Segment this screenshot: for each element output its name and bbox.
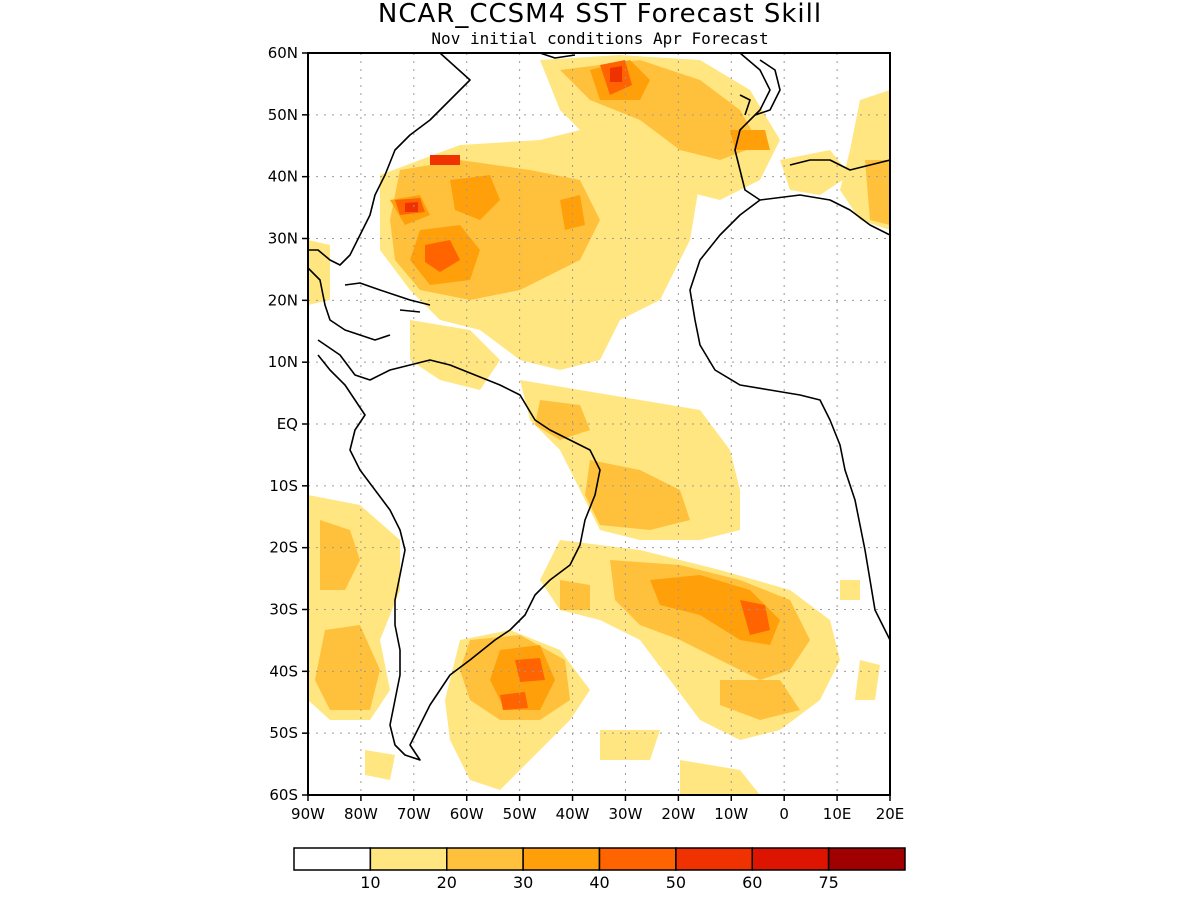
colorbar-swatch [827, 847, 906, 871]
chart-title: NCAR_CCSM4 SST Forecast Skill [378, 0, 822, 29]
skill-shading [308, 55, 890, 795]
latitude-ticks: 60N 50N 40N 30N 20N 10N EQ 10S 20S 30S 40S 50S 60S [268, 44, 308, 804]
coastlines [308, 53, 890, 761]
x-tick-label: 10W [714, 805, 748, 823]
x-tick-label: 20W [661, 805, 695, 823]
british-isles [739, 59, 781, 116]
x-tick-label: 10E [823, 805, 852, 823]
greenland-coast [539, 53, 576, 59]
colorbar-swatch [446, 847, 524, 871]
colorbar-label: 40 [589, 873, 609, 892]
colorbar-swatch [369, 847, 448, 871]
x-tick-label: 80W [344, 805, 378, 823]
y-tick-label: 40S [269, 662, 298, 680]
gulf-coast [308, 267, 391, 341]
chart-subtitle: Nov initial conditions Apr Forecast [431, 29, 768, 48]
y-tick-label: 20N [268, 291, 298, 309]
colorbar-swatch [293, 847, 372, 871]
colorbar-label: 60 [742, 873, 762, 892]
x-tick-label: 0 [779, 805, 789, 823]
x-tick-label: 20E [876, 805, 905, 823]
colorbar-swatch [675, 847, 753, 871]
y-tick-label: 60N [268, 44, 298, 62]
x-tick-label: 40W [556, 805, 590, 823]
x-tick-label: 50W [503, 805, 537, 823]
y-tick-label: 20S [269, 539, 298, 557]
colorbar: 10 20 30 40 50 60 75 [293, 847, 906, 892]
colorbar-label: 75 [818, 873, 838, 892]
south-america-coast [317, 339, 601, 761]
y-tick-label: 60S [269, 786, 298, 804]
x-tick-label: 90W [291, 805, 325, 823]
y-tick-label: 40N [268, 168, 298, 186]
north-america-coast [308, 53, 471, 266]
longitude-ticks: 90W 80W 70W 60W 50W 40W 30W 20W 10W 0 10E 20E [291, 795, 904, 823]
y-tick-label: 30S [269, 601, 298, 619]
y-tick-label: 50S [269, 724, 298, 742]
europe-coast [734, 53, 890, 236]
y-tick-label: 10S [269, 477, 298, 495]
x-tick-label: 30W [608, 805, 642, 823]
colorbar-swatch [598, 847, 677, 871]
x-tick-label: 70W [397, 805, 431, 823]
africa-coast [689, 199, 890, 641]
colorbar-label: 50 [666, 873, 686, 892]
colorbar-swatch [522, 847, 601, 871]
y-tick-label: 30N [268, 230, 298, 248]
x-tick-label: 60W [450, 805, 484, 823]
y-tick-label: 10N [268, 353, 298, 371]
colorbar-label: 30 [513, 873, 533, 892]
y-tick-label: 50N [268, 106, 298, 124]
colorbar-label: 10 [360, 873, 380, 892]
colorbar-swatch [751, 847, 830, 871]
map-panel [307, 52, 891, 796]
colorbar-label: 20 [437, 873, 457, 892]
caribbean-islands [344, 282, 431, 313]
y-tick-label: EQ [277, 415, 298, 433]
mediterranean-coast [789, 159, 890, 171]
